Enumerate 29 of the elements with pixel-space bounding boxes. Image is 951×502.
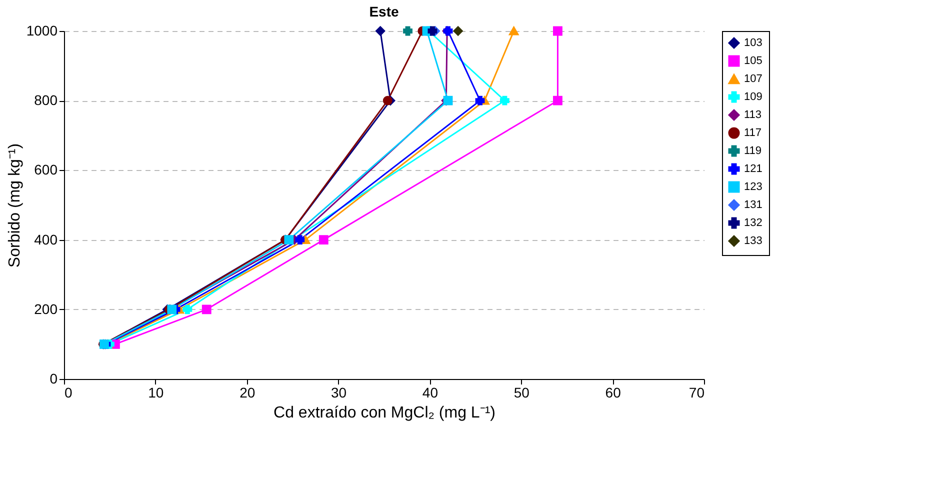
legend-label: 133 xyxy=(744,235,762,247)
y-tick-label: 200 xyxy=(34,300,58,317)
x-tick-label: 40 xyxy=(422,384,438,400)
legend-label: 107 xyxy=(744,73,762,85)
x-tick-label: 50 xyxy=(514,384,530,400)
x-tick-label: 10 xyxy=(148,384,164,400)
legend-label: 113 xyxy=(744,109,762,121)
x-tick-label: 70 xyxy=(688,384,705,400)
legend-label: 105 xyxy=(744,55,762,67)
legend-label: 103 xyxy=(744,37,762,49)
legend-label: 132 xyxy=(744,217,762,229)
x-axis-title: Cd extraído con MgCl₂ (mg L⁻¹) xyxy=(274,404,496,422)
y-tick-label: 1000 xyxy=(26,22,58,38)
legend-label: 131 xyxy=(744,199,762,211)
legend-label: 119 xyxy=(744,145,762,157)
legend-label: 121 xyxy=(744,163,762,175)
legend-label: 123 xyxy=(744,181,762,193)
legend-label: 117 xyxy=(744,127,762,139)
x-tick-label: 20 xyxy=(240,384,256,400)
y-tick-label: 800 xyxy=(34,92,58,108)
y-tick-label: 600 xyxy=(34,162,58,178)
chart-title: Este xyxy=(369,3,399,20)
legend-label: 109 xyxy=(744,91,762,103)
y-axis-title: Sorbido (mg kg⁻¹) xyxy=(6,143,24,268)
x-tick-label: 60 xyxy=(605,384,622,400)
x-tick-label: 0 xyxy=(64,384,72,400)
y-tick-label: 0 xyxy=(50,370,58,386)
x-tick-label: 30 xyxy=(330,384,347,400)
y-tick-label: 400 xyxy=(34,231,58,248)
